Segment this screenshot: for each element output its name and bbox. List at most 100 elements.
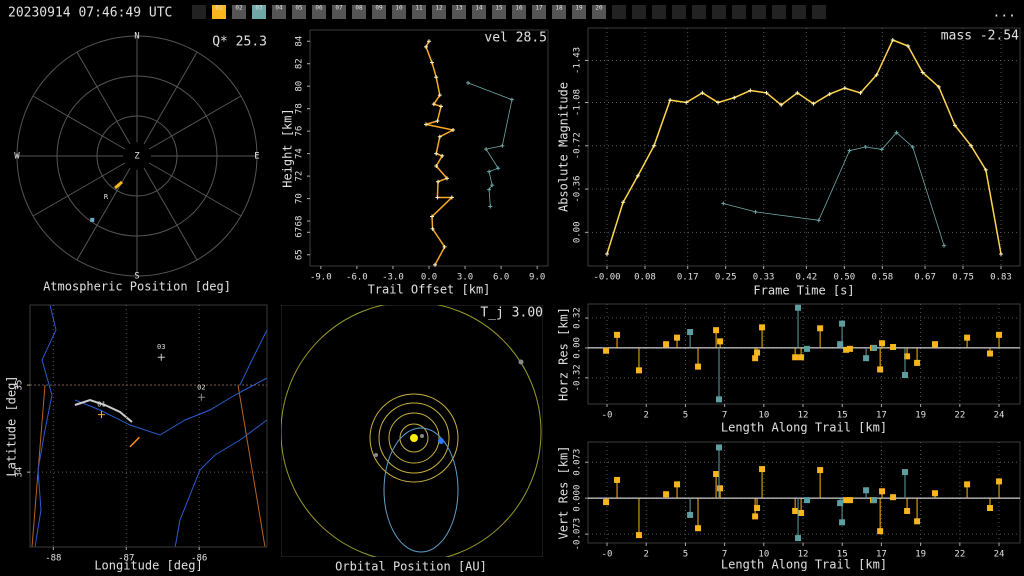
orbit-planet <box>388 412 440 464</box>
x-tick-label: -6.0 <box>346 273 368 283</box>
station-button[interactable] <box>532 5 546 19</box>
x-tick-label: 0.67 <box>914 273 936 283</box>
residual-point <box>846 497 853 504</box>
station-slot <box>772 5 786 19</box>
point-marker <box>863 145 868 149</box>
menu-button[interactable]: ... <box>993 6 1016 21</box>
x-axis-label: Length Along Trail [km] <box>721 421 887 435</box>
residual-point <box>695 525 702 532</box>
series-line <box>425 40 456 266</box>
station-button[interactable] <box>392 5 406 19</box>
point-marker <box>910 145 915 149</box>
polar-spoke <box>76 51 131 145</box>
residual-point <box>931 490 938 497</box>
station-label: 08 <box>355 5 363 12</box>
station-label: 02 <box>197 383 205 391</box>
point-marker <box>466 80 471 85</box>
station-label: 16 <box>515 5 523 12</box>
residual-point <box>871 344 878 351</box>
residual-point <box>752 355 759 362</box>
station-button[interactable] <box>552 5 566 19</box>
residual-point <box>713 471 720 478</box>
station-button[interactable] <box>212 5 226 19</box>
residual-point <box>798 509 805 516</box>
residual-point <box>795 535 802 542</box>
point-marker <box>858 90 863 95</box>
x-tick-label: 7 <box>722 550 727 560</box>
station-label: 02 <box>235 5 243 12</box>
station-button[interactable] <box>412 5 426 19</box>
station-label: 13 <box>455 5 463 12</box>
residual-point <box>614 476 621 483</box>
station-label: 05 <box>295 5 303 12</box>
station-button[interactable] <box>272 5 286 19</box>
x-axis-label: Longitude [deg] <box>94 559 202 573</box>
direction-label: S <box>134 272 139 282</box>
station-slot <box>652 5 666 19</box>
point-marker <box>890 38 895 43</box>
station-button[interactable] <box>232 5 246 19</box>
point-marker <box>651 143 656 148</box>
point-marker <box>437 134 442 139</box>
residual-point <box>804 497 811 504</box>
residual-point <box>901 372 908 379</box>
direction-label: N <box>134 32 139 42</box>
polar-spoke <box>148 162 242 217</box>
station-button[interactable] <box>472 5 486 19</box>
station-button[interactable] <box>332 5 346 19</box>
station-button[interactable] <box>592 5 606 19</box>
station-button[interactable] <box>352 5 366 19</box>
x-tick-label: 12 <box>798 411 809 421</box>
station-label: 07 <box>335 5 343 12</box>
point-marker <box>827 92 832 97</box>
x-tick-label: -0.00 <box>593 273 620 283</box>
station-button[interactable] <box>452 5 466 19</box>
river <box>34 305 57 547</box>
point-marker <box>433 262 438 267</box>
residual-point <box>846 345 853 352</box>
point-marker <box>487 187 492 192</box>
x-tick-label: -3.0 <box>382 273 404 283</box>
point-marker <box>423 122 428 127</box>
residual-point <box>877 366 884 373</box>
station-slot <box>712 5 726 19</box>
y-tick-label: 74 <box>295 148 305 159</box>
station-slot <box>632 5 646 19</box>
x-tick-label: 15 <box>837 550 848 560</box>
station-button[interactable] <box>432 5 446 19</box>
residual-point <box>798 354 805 361</box>
station-button[interactable] <box>312 5 326 19</box>
station-button[interactable] <box>572 5 586 19</box>
residual-point <box>759 466 766 473</box>
station-button[interactable] <box>372 5 386 19</box>
residual-point <box>914 518 921 525</box>
polar-spoke <box>143 51 198 145</box>
station-slot <box>732 5 746 19</box>
residual-point <box>674 334 681 341</box>
point-marker <box>847 148 852 153</box>
station-slot <box>612 5 626 19</box>
point-marker <box>894 130 899 135</box>
x-tick-label: 0.50 <box>834 273 856 283</box>
residual-point <box>901 469 908 476</box>
point-marker <box>500 143 505 148</box>
station-label: 19 <box>575 5 583 12</box>
residual-point <box>890 494 897 501</box>
residual-point <box>754 505 761 512</box>
y-tick-label: 82 <box>295 58 305 69</box>
point-marker <box>952 123 957 128</box>
point-marker <box>621 200 626 205</box>
point-marker <box>942 243 947 248</box>
point-marker <box>983 167 988 172</box>
point-marker <box>732 95 737 100</box>
residual-point <box>792 354 799 361</box>
station-button[interactable] <box>292 5 306 19</box>
station-button[interactable] <box>492 5 506 19</box>
x-tick-label: -9.0 <box>310 273 332 283</box>
station-button[interactable] <box>512 5 526 19</box>
x-axis-label: Trail Offset [km] <box>368 283 491 297</box>
residual-point <box>795 304 802 311</box>
station-label: 01 <box>215 5 223 12</box>
residual-point <box>964 481 971 488</box>
station-button[interactable] <box>252 5 266 19</box>
